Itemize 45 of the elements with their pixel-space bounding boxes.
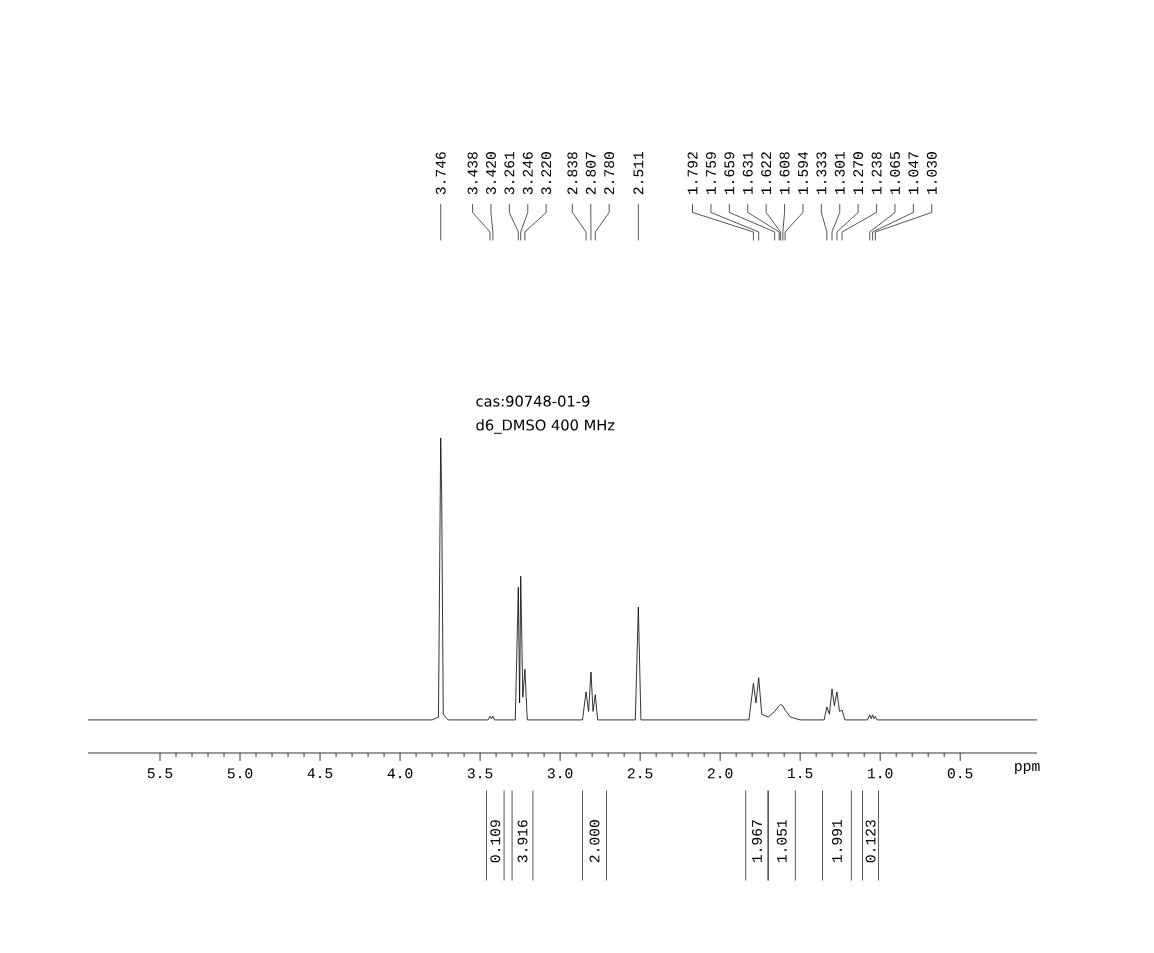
text: 1.991 xyxy=(831,819,842,863)
annotation: 1.759 xyxy=(705,152,716,195)
x-tick-label: 3.0 xyxy=(547,768,573,779)
text: cas:90748-01-9 xyxy=(476,395,590,407)
x-tick-label: 2.5 xyxy=(627,768,653,779)
x-tick-label: 0.5 xyxy=(947,768,973,779)
annotation: 1.333 xyxy=(816,152,827,195)
x-tick-label: 4.5 xyxy=(307,768,333,779)
annotation: 2.511 xyxy=(633,151,644,195)
text: 3.916 xyxy=(517,820,528,863)
annotation: 2.807 xyxy=(585,152,596,195)
annotation: 1.238 xyxy=(871,152,882,195)
annotation: 2.838 xyxy=(567,152,578,195)
x-tick-label: 4.0 xyxy=(387,768,413,779)
annotation: 1.631 xyxy=(742,151,753,195)
x-axis-title: ppm xyxy=(1015,763,1040,774)
text: d6_DMSO 400 MHz xyxy=(476,419,615,434)
x-tick-label: 1.5 xyxy=(788,768,813,779)
x-tick-label: 3.5 xyxy=(467,768,493,779)
annotation: 3.220 xyxy=(541,152,552,195)
annotation: 3.420 xyxy=(485,152,496,195)
annotation: 3.246 xyxy=(522,152,533,195)
annotation: 1.047 xyxy=(908,152,919,195)
text: 0.109 xyxy=(490,820,501,863)
annotation: 1.792 xyxy=(687,152,698,195)
annotation: 1.030 xyxy=(926,152,937,195)
annotation: 3.261 xyxy=(504,151,515,195)
annotation: 1.594 xyxy=(797,151,808,195)
text: 1.967 xyxy=(751,820,762,863)
annotation: 3.438 xyxy=(467,152,478,195)
annotation: 1.270 xyxy=(853,152,864,195)
text: 0.123 xyxy=(865,820,876,863)
text: 1.051 xyxy=(776,819,787,863)
annotation: 1.301 xyxy=(834,151,845,195)
annotation: 1.608 xyxy=(779,152,790,195)
annotation: 2.780 xyxy=(604,152,615,195)
x-tick-label: 5.5 xyxy=(147,768,173,779)
annotation: 1.622 xyxy=(761,152,772,195)
text: 2.000 xyxy=(589,820,600,863)
annotation: 3.746 xyxy=(435,152,446,195)
annotation: 1.065 xyxy=(890,152,900,195)
annotation: 1.659 xyxy=(724,152,735,195)
x-tick-label: 2.0 xyxy=(707,768,733,779)
x-tick-label: 5.0 xyxy=(227,768,253,779)
x-tick-label: 1.0 xyxy=(868,768,893,779)
